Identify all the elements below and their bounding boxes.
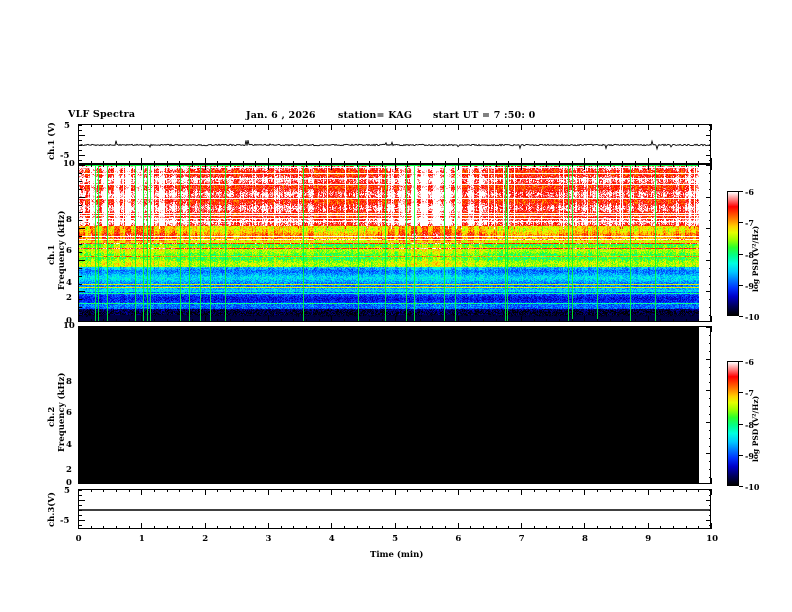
x-tick-label: 3	[265, 534, 272, 544]
ch2-freq-tick-4: 4	[66, 440, 72, 450]
ch2-freq-tick-0: 0	[66, 478, 72, 488]
ch1-freq-tick-0: 0	[66, 316, 72, 326]
ch2-freq-tick-8: 8	[66, 377, 72, 387]
ch1-spectrogram-panel	[78, 164, 711, 322]
x-tick-label: 4	[328, 534, 335, 544]
colorbar-tick	[739, 455, 743, 456]
colorbar-tick	[739, 285, 743, 286]
colorbar-tick-label: -6	[745, 357, 754, 367]
figure-start-ut: start UT = 7 :50: 0	[433, 110, 536, 121]
ch3-ytick-5: 5	[64, 486, 70, 496]
ch1-ytick-5: 5	[64, 121, 70, 131]
colorbar-tick	[739, 254, 743, 255]
colorbar-tick	[739, 316, 743, 317]
colorbar-tick-label: -8	[745, 250, 754, 260]
colorbar-tick-label: -9	[745, 281, 754, 291]
ch1-freq-tick-4: 4	[66, 278, 72, 288]
colorbar-tick	[739, 361, 743, 362]
ch1-spectrogram-image	[79, 165, 699, 321]
x-tick-label: 2	[202, 534, 209, 544]
ch3-ytick-minus5: -5	[60, 516, 70, 526]
x-tick-label: 9	[645, 534, 652, 544]
x-tick-label: 1	[138, 534, 145, 544]
colorbar-ch2-label: log PSD (V²/Hz)	[751, 395, 760, 462]
ch2-freq-tick-10: 10	[63, 321, 75, 331]
x-tick-label: 8	[582, 534, 588, 544]
x-tick-label: 7	[518, 534, 525, 544]
x-tick-label: 0	[75, 534, 82, 544]
ch1-ytick-minus5: -5	[60, 151, 70, 161]
ch1-spectrogram-ylabel-ch: ch.1	[47, 244, 57, 265]
figure-station: station= KAG	[338, 110, 413, 121]
ch1-waveform-ylabel: ch.1 (V)	[47, 122, 57, 160]
colorbar-tick-label: -7	[745, 218, 754, 228]
x-tick-label: 10	[706, 534, 719, 544]
ch2-freq-tick-6: 6	[66, 408, 72, 418]
colorbar-tick	[739, 486, 743, 487]
figure-date: Jan. 6 , 2026	[246, 110, 316, 121]
ch1-freq-tick-2: 2	[66, 293, 72, 303]
ch2-spectrogram-ylabel-ch: ch.2	[47, 406, 57, 427]
ch2-freq-tick-2: 2	[66, 465, 72, 475]
x-tick-label: 6	[455, 534, 462, 544]
ch1-spectrogram-blank-tail	[699, 165, 710, 321]
ch3-waveform-ylabel: ch.3(V)	[47, 492, 57, 527]
ch3-waveform-trace	[79, 509, 710, 511]
ch2-spectrogram-ylabel-freq: Frequency (kHz)	[57, 372, 67, 452]
colorbar-tick	[739, 222, 743, 223]
ch1-freq-tick-6: 6	[66, 246, 72, 256]
colorbar-tick	[739, 424, 743, 425]
ch1-spectrogram-ylabel-freq: Frequency (kHz)	[57, 210, 67, 290]
x-tick-label: 5	[392, 534, 399, 544]
colorbar-tick	[739, 191, 743, 192]
ch1-freq-tick-10: 10	[63, 159, 75, 169]
colorbar-tick-label: -9	[745, 451, 754, 461]
colorbar-tick-label: -7	[745, 388, 754, 398]
x-axis-label: Time (min)	[370, 550, 424, 560]
ch1-waveform-trace	[79, 139, 710, 151]
ch2-spectrogram-panel	[78, 326, 711, 484]
ch3-waveform-panel	[78, 489, 711, 529]
colorbar-tick-label: -8	[745, 420, 754, 430]
colorbar-tick	[739, 392, 743, 393]
colorbar-ch2	[727, 361, 739, 486]
ch1-freq-tick-8: 8	[66, 215, 72, 225]
colorbar-tick-label: -10	[745, 312, 760, 322]
colorbar-tick-label: -10	[745, 482, 760, 492]
colorbar-ch1-label: log PSD (V²/Hz)	[751, 225, 760, 292]
colorbar-tick-label: -6	[745, 187, 754, 197]
ch2-spectrogram-image	[79, 327, 699, 483]
ch1-waveform-panel	[78, 124, 711, 164]
figure-title: VLF Spectra	[68, 109, 136, 120]
colorbar-ch1	[727, 191, 739, 316]
